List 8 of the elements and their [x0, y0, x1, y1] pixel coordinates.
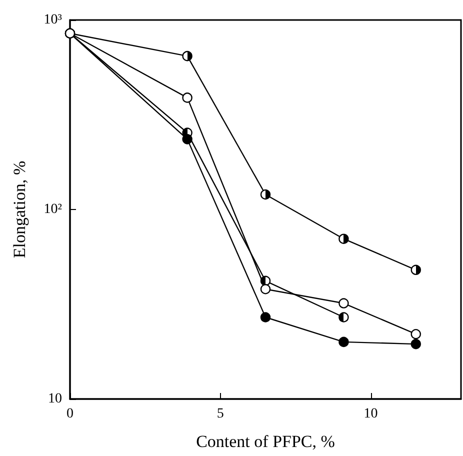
x-tick-label: 10: [364, 406, 378, 422]
y-tick-label: 10: [48, 392, 62, 406]
y-tick-label: 10³: [44, 12, 62, 28]
y-tick-label: 10²: [44, 202, 62, 217]
x-tick-label: 5: [216, 406, 224, 422]
x-tick-label: 0: [66, 406, 74, 422]
x-axis-title: Content of PFPC, %: [196, 432, 335, 451]
y-axis-title: Elongation, %: [10, 160, 29, 258]
